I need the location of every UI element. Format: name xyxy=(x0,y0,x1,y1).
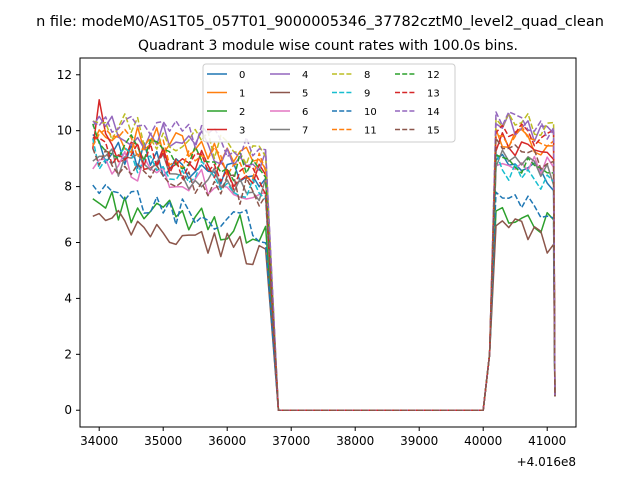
legend-label: 1 xyxy=(239,89,245,100)
x-tick-label: 35000 xyxy=(144,434,182,448)
figure-suptitle: n file: modeM0/AS1T05_057T01_9000005346_… xyxy=(36,14,604,30)
series-line-13 xyxy=(92,123,556,411)
x-tick-label: 41000 xyxy=(528,434,566,448)
x-tick-label: 37000 xyxy=(272,434,310,448)
series-line-11 xyxy=(92,125,556,411)
x-axis: 34000 35000 36000 37000 38000 39000 40000 41000 xyxy=(80,427,566,448)
legend-label: 8 xyxy=(364,70,370,81)
x-tick-label: 36000 xyxy=(208,434,246,448)
legend-label: 4 xyxy=(302,70,308,81)
legend-label: 14 xyxy=(427,107,440,118)
chart-title: Quadrant 3 module wise count rates with … xyxy=(138,38,518,54)
y-tick-label: 12 xyxy=(57,68,72,82)
series-line-2 xyxy=(92,191,556,411)
y-tick-label: 0 xyxy=(64,403,72,417)
series-line-4 xyxy=(92,112,556,411)
legend-label: 7 xyxy=(302,126,308,137)
x-tick-label: 34000 xyxy=(80,434,118,448)
legend-label: 15 xyxy=(427,126,440,137)
series-line-10 xyxy=(92,183,556,411)
y-axis: 0 2 4 6 8 10 12 xyxy=(57,68,80,417)
x-tick-label: 38000 xyxy=(336,434,374,448)
x-tick-label: 39000 xyxy=(400,434,438,448)
legend-label: 0 xyxy=(239,70,245,81)
legend-label: 6 xyxy=(302,107,308,118)
legend-label: 9 xyxy=(364,89,370,100)
legend-label: 11 xyxy=(364,126,377,137)
x-tick-label: 40000 xyxy=(464,434,502,448)
y-tick-label: 2 xyxy=(64,347,72,361)
series-line-15 xyxy=(92,137,556,411)
legend-label: 10 xyxy=(364,107,377,118)
x-offset-label: +4.016e8 xyxy=(517,455,576,469)
y-tick-label: 10 xyxy=(57,124,72,138)
legend-label: 3 xyxy=(239,126,245,137)
legend-label: 5 xyxy=(302,89,308,100)
legend-label: 13 xyxy=(427,89,440,100)
series-line-5 xyxy=(92,209,556,411)
legend-label: 2 xyxy=(239,107,245,118)
y-tick-label: 8 xyxy=(64,180,72,194)
legend-box xyxy=(202,63,456,143)
legend-label: 12 xyxy=(427,70,440,81)
y-tick-label: 4 xyxy=(64,291,72,305)
y-tick-label: 6 xyxy=(64,236,72,250)
